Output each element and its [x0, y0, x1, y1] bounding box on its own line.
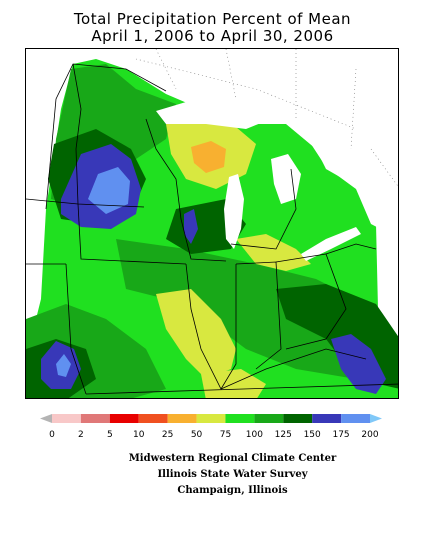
map-region-175-200-minnesota: [88, 167, 130, 214]
map-region-150-175-wisconsin: [184, 209, 198, 244]
border-illinois: [185, 263, 237, 390]
border-dakotas: [26, 198, 79, 205]
legend-swatch: [52, 414, 81, 423]
graticule-line: [370, 148, 398, 187]
border-indiana: [235, 261, 282, 370]
border-ohio: [275, 253, 347, 350]
graticule-line: [350, 68, 357, 150]
legend-swatch: [109, 414, 139, 423]
legend-tick-label: 25: [162, 430, 173, 440]
lake-erie-water: [301, 227, 361, 261]
state-boundaries: [26, 63, 398, 395]
map-region-100-125-central: [116, 239, 376, 379]
credit-center: Midwestern Regional Climate Center: [128, 453, 337, 464]
map-region-50-75-central: [156, 289, 236, 379]
map-region-175-200-southwest: [56, 354, 71, 377]
graticule-line: [225, 49, 237, 100]
legend-tick-label: 125: [275, 430, 292, 440]
border-minnesota: [72, 63, 145, 208]
border-iowa: [77, 203, 187, 265]
legend-tick-label: 150: [304, 430, 321, 440]
lake-superior-water: [156, 99, 266, 129]
legend-swatch: [312, 414, 342, 423]
legend-swatch: [167, 414, 197, 423]
legend-tick-label: 75: [220, 430, 231, 440]
legend-tick-label: 50: [191, 430, 203, 440]
border-kentucky: [220, 348, 367, 390]
legend-swatch: [138, 414, 168, 423]
canada-unshaded-area: [121, 49, 398, 238]
map-svg: [26, 49, 398, 398]
legend-swatch: [341, 414, 370, 423]
legend-tick-label: 0: [49, 430, 55, 440]
lake-michigan-water: [224, 174, 244, 249]
border-missouri: [65, 263, 87, 395]
legend-swatch: [254, 414, 284, 423]
graticule: [135, 49, 398, 187]
legend-tick-label: 200: [361, 430, 378, 440]
border-ny-pa: [325, 243, 377, 255]
legend-swatch: [196, 414, 226, 423]
legend-tick-label: 10: [133, 430, 145, 440]
legend-svg: 0 2 5 10 25 50 75 100 125 150 175 200: [40, 414, 382, 440]
map-region-50-75-michigan: [236, 234, 311, 271]
credit-location: Champaign, Illinois: [177, 485, 288, 496]
map-title-line1: Total Precipitation Percent of Mean: [73, 10, 352, 28]
legend-tick-label: 100: [246, 430, 263, 440]
color-scale-legend: 0 2 5 10 25 50 75 100 125 150 175 200: [40, 412, 382, 440]
legend-swatch: [283, 414, 313, 423]
border-tennessee: [85, 383, 398, 395]
border-wisconsin: [145, 118, 227, 262]
legend-tick-label: 5: [107, 430, 113, 440]
legend-swatch: [225, 414, 255, 423]
map-region-25-50-upper-michigan: [191, 141, 226, 173]
border-north: [45, 63, 167, 210]
credit-survey: Illinois State Water Survey: [157, 469, 308, 480]
precipitation-map: [25, 48, 399, 399]
border-michigan: [230, 168, 297, 250]
map-title-line2: April 1, 2006 to April 30, 2006: [91, 27, 334, 45]
map-region-150-175-southeast: [331, 334, 386, 394]
legend-arrow-low: [40, 414, 52, 423]
legend-tick-label: 175: [332, 430, 349, 440]
legend-swatch: [80, 414, 110, 423]
legend-tick-label: 2: [78, 430, 84, 440]
legend-arrow-high: [370, 414, 382, 423]
